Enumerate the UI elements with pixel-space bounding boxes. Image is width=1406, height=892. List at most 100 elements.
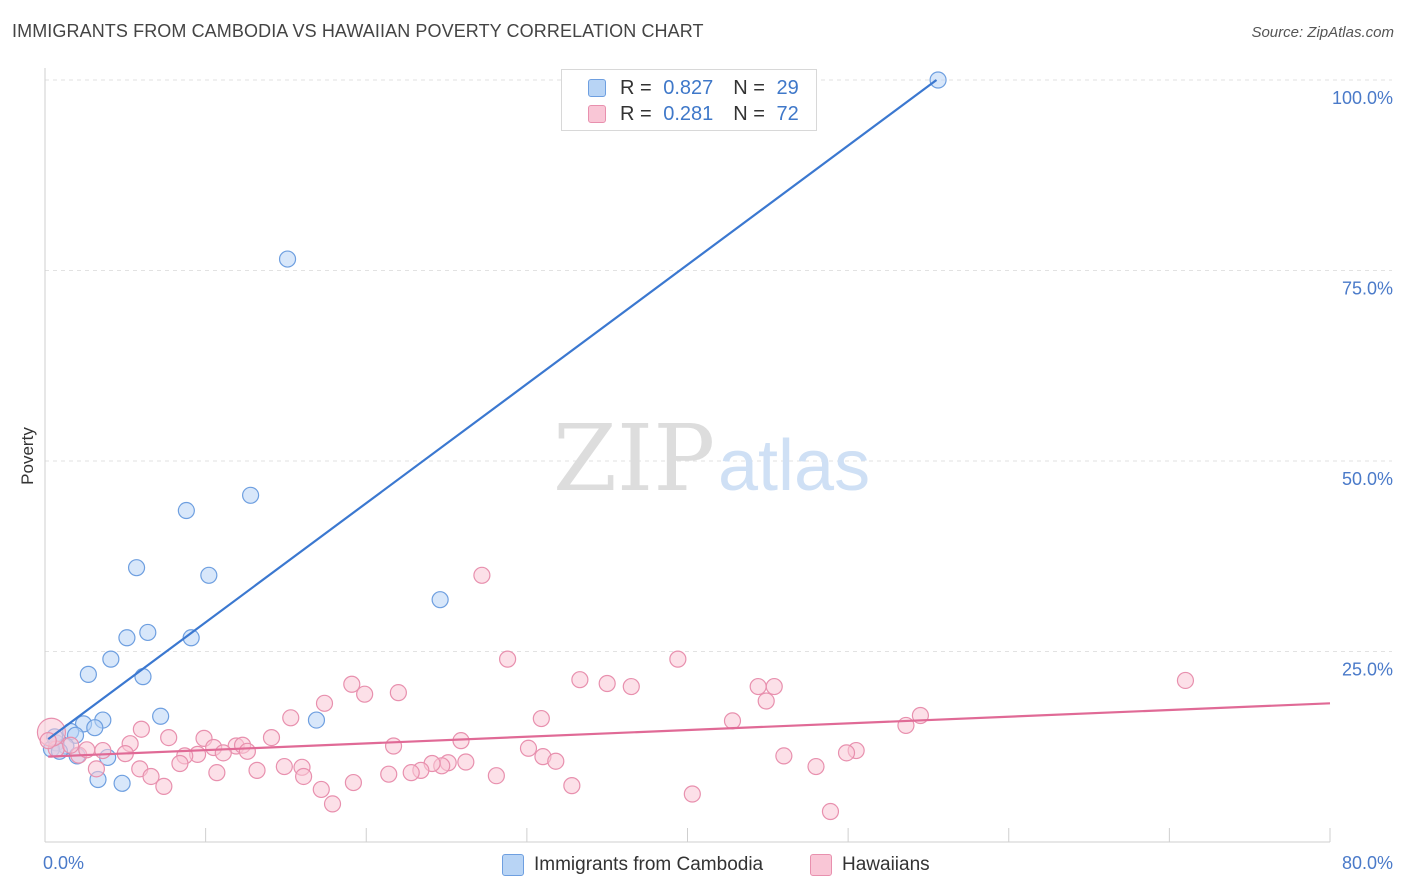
cambodia-point <box>102 650 120 668</box>
hawaiians-point <box>571 671 589 689</box>
hawaiians-point <box>532 709 550 728</box>
bottom-legend-cambodia: Immigrants from Cambodia <box>502 852 763 878</box>
cambodia-point <box>177 501 195 520</box>
watermark: ZIP atlas <box>553 405 870 512</box>
legend-r-label: R = <box>620 102 652 125</box>
hawaiians-point <box>622 677 640 696</box>
hawaiians-point <box>547 752 565 770</box>
legend-r-label: R = <box>620 76 652 99</box>
legend-n-label: N = <box>733 76 765 99</box>
hawaiians-point <box>380 765 398 783</box>
hawaiians-point <box>519 739 538 757</box>
bottom-legend-label-cambodia: Immigrants from Cambodia <box>534 854 764 875</box>
hawaiians-point <box>214 744 232 762</box>
hawaiians-point <box>1176 671 1195 690</box>
hawaiians-point <box>384 737 403 755</box>
legend-swatch-cambodia <box>588 79 606 97</box>
hawaiians-point <box>171 754 189 773</box>
hawaiians-point <box>457 753 475 771</box>
cambodia-point <box>127 559 146 577</box>
source-label: Source: ZipAtlas.com <box>1251 24 1394 41</box>
legend-n-value: 29 <box>776 76 799 99</box>
hawaiians-point <box>344 773 362 792</box>
correlation-legend: R = 0.827 N = 29 R = 0.281 N = 72 <box>561 69 817 131</box>
cambodia-point <box>139 623 157 642</box>
hawaiians-point <box>323 795 342 813</box>
cambodia-point <box>431 591 449 609</box>
hawaiians-point <box>356 685 374 703</box>
y-axis-label: Poverty <box>18 427 37 485</box>
hawaiians-point <box>262 729 281 747</box>
cambodia-point <box>200 566 218 584</box>
bottom-legend-hawaiians: Hawaiians <box>810 852 930 878</box>
cambodia-point <box>278 250 297 268</box>
cambodia-point <box>79 665 97 683</box>
hawaiians-point <box>749 677 767 696</box>
y-tick-label: 100.0% <box>1332 88 1393 108</box>
cambodia-trend-line <box>47 79 938 741</box>
x-tick-min: 0.0% <box>43 853 84 873</box>
hawaiians-point <box>62 736 80 754</box>
hawaiians-point <box>208 764 226 782</box>
legend-n-value: 72 <box>776 102 799 125</box>
hawaiians-point <box>807 757 825 776</box>
hawaiians-point <box>248 761 266 779</box>
bottom-swatch-cambodia <box>502 854 524 876</box>
cambodia-point <box>113 774 131 792</box>
hawaiians-point <box>775 747 793 765</box>
hawaiians-point <box>757 692 775 710</box>
hawaiians-point <box>499 650 517 668</box>
hawaiians-point <box>343 675 361 693</box>
legend-r-value: 0.281 <box>663 102 714 125</box>
hawaiians-trend-line <box>48 702 1331 758</box>
cambodia-point <box>134 668 152 686</box>
cambodia-point <box>307 711 326 729</box>
legend-r-value: 0.827 <box>663 76 714 99</box>
watermark-zip: ZIP <box>553 405 715 512</box>
x-tick-max: 80.0% <box>1342 853 1393 873</box>
cambodia-point <box>118 629 136 647</box>
axes-layer: 25.0% 50.0% 75.0% 100.0% <box>44 68 1393 843</box>
trend-lines <box>47 79 1331 758</box>
bottom-legend-label-hawaiians: Hawaiians <box>842 854 930 875</box>
hawaiians-point <box>389 684 407 702</box>
legend-row-hawaiians: R = 0.281 N = 72 <box>588 101 799 127</box>
hawaiians-point <box>160 729 178 747</box>
y-tick-label: 50.0% <box>1342 469 1393 489</box>
y-tick-label: 25.0% <box>1342 660 1393 680</box>
cambodia-point <box>152 707 170 725</box>
hawaiians-point <box>821 802 840 821</box>
cambodia-point <box>929 71 947 89</box>
grid-layer <box>45 79 1392 652</box>
hawaiians-point <box>87 760 106 778</box>
hawaiians-point <box>142 767 160 786</box>
y-tick-label: 75.0% <box>1342 279 1393 299</box>
legend-row-cambodia: R = 0.827 N = 29 <box>588 75 799 101</box>
bottom-swatch-hawaiians <box>810 854 832 876</box>
points-layer <box>36 71 1195 821</box>
cambodia-point <box>86 719 104 737</box>
hawaiians-point <box>487 767 505 785</box>
cambodia-point <box>242 486 260 504</box>
chart-title: IMMIGRANTS FROM CAMBODIA VS HAWAIIAN POV… <box>12 21 704 41</box>
hawaiians-point <box>315 694 334 712</box>
hawaiians-point <box>563 777 581 795</box>
hawaiians-point <box>402 764 420 782</box>
hawaiians-point <box>94 741 112 760</box>
hawaiians-point <box>275 757 293 776</box>
hawaiians-point <box>282 709 300 727</box>
hawaiians-point <box>473 566 491 584</box>
watermark-atlas: atlas <box>718 426 870 506</box>
hawaiians-point <box>669 650 687 668</box>
hawaiians-point <box>132 720 150 738</box>
hawaiians-point <box>723 712 742 730</box>
hawaiians-point <box>155 777 173 795</box>
hawaiians-point <box>312 780 330 799</box>
hawaiians-point <box>765 677 783 696</box>
hawaiians-point <box>238 742 256 760</box>
legend-swatch-hawaiians <box>588 105 606 123</box>
hawaiians-point <box>683 785 701 803</box>
legend-n-label: N = <box>733 102 765 125</box>
hawaiians-point <box>295 767 313 786</box>
